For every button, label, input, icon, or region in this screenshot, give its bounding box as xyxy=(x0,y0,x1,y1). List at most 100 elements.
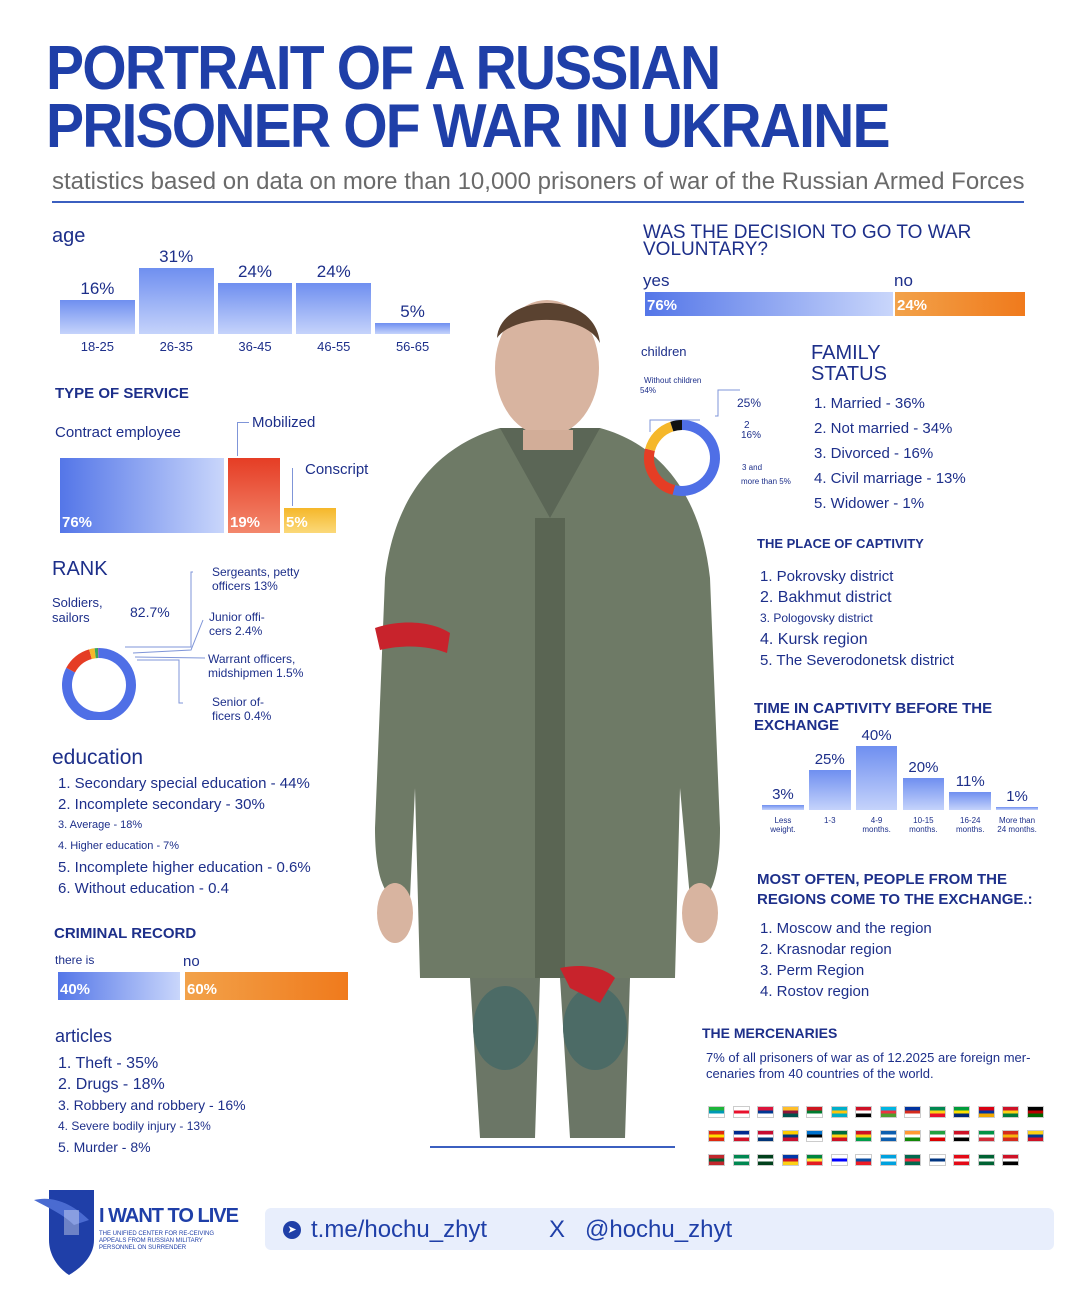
contract-label: Contract employee xyxy=(55,424,181,441)
flag-icon xyxy=(830,1154,848,1166)
captivity-place-item: 2. Bakhmut district xyxy=(760,589,892,606)
education-item: 4. Higher education - 7% xyxy=(58,840,180,852)
article-item: 3. Robbery and robbery - 16% xyxy=(58,1097,246,1113)
x-handle-link[interactable]: @hochu_zhyt xyxy=(585,1216,733,1243)
flag-icon xyxy=(953,1154,970,1166)
education-item: 2. Incomplete secondary - 30% xyxy=(58,796,265,813)
captivity-time-title: TIME IN CAPTIVITY BEFORE THE EXCHANGE xyxy=(754,700,993,734)
mercenaries-title: THE MERCENARIES xyxy=(702,1025,838,1041)
bar-5 xyxy=(996,807,1038,810)
bar-4 xyxy=(949,792,992,810)
logo-shield-icon xyxy=(34,1190,94,1275)
rank-donut xyxy=(62,648,136,720)
telegram-icon: ➤ xyxy=(283,1221,301,1239)
voluntary-no-pct: 24% xyxy=(897,297,928,314)
flag-icon xyxy=(953,1106,970,1118)
flag-icon xyxy=(953,1130,970,1142)
education-item: 6. Without education - 0.4 xyxy=(58,880,229,897)
bar-category-label: 26-35 xyxy=(159,339,193,354)
education-list: 1. Secondary special education - 44% 2. … xyxy=(58,773,311,899)
contacts-bar xyxy=(265,1208,1054,1250)
bar-value-label: 16% xyxy=(80,278,115,298)
conscript-label: Conscript xyxy=(305,461,369,478)
conscript-pct: 5% xyxy=(286,514,308,531)
photo-baseline xyxy=(430,1146,675,1148)
flag-icon xyxy=(928,1154,946,1166)
donut-slice-2 xyxy=(645,421,674,452)
junior-label: Junior offi-cers 2.4% xyxy=(209,610,265,638)
bar-value-label: 5% xyxy=(400,302,425,322)
mobilized-leader xyxy=(237,422,249,423)
donut-slice-1 xyxy=(66,649,93,673)
rank-title: RANK xyxy=(52,558,108,580)
children-donut xyxy=(644,420,720,496)
flag-icon xyxy=(757,1130,774,1142)
exchange-title-line-2: REGIONS COME TO THE EXCHANGE.: xyxy=(757,891,1033,908)
bar-1 xyxy=(808,770,851,810)
captivity-place-item: 4. Kursk region xyxy=(760,631,868,648)
junior-leader xyxy=(132,619,204,654)
bar-category-label: More than 24 months. xyxy=(997,816,1037,834)
contract-pct: 76% xyxy=(62,514,93,531)
children-donut-area xyxy=(644,389,740,496)
children-leader-1 xyxy=(715,389,740,417)
bar-category-label: 4-9 months. xyxy=(862,816,891,834)
voluntary-title-line-2: VOLUNTARY? xyxy=(643,239,768,260)
telegram-link[interactable]: t.me/hochu_zhyt xyxy=(311,1216,488,1243)
flag-icon xyxy=(781,1154,799,1166)
captivity-place-item: 5. The Severodonetsk district xyxy=(760,652,954,669)
donut-slice-0 xyxy=(62,648,136,720)
education-item: 5. Incomplete higher education - 0.6% xyxy=(58,859,311,876)
header-divider xyxy=(52,201,1024,203)
captivity-place-item: 1. Pokrovsky district xyxy=(760,568,894,585)
left-hand-icon xyxy=(377,883,413,943)
criminal-no-bar: 60% xyxy=(185,972,348,1000)
flag-icon xyxy=(830,1106,848,1118)
flag-icon xyxy=(757,1106,774,1118)
flag-icon xyxy=(732,1106,750,1118)
bar-0 xyxy=(60,299,135,334)
flag-icon xyxy=(855,1106,872,1118)
flag-icon xyxy=(928,1106,946,1118)
flag-icon xyxy=(904,1154,921,1166)
soldiers-pct: 82.7% xyxy=(130,604,170,620)
criminal-no-label: no xyxy=(183,953,200,970)
flag-icon xyxy=(708,1130,725,1142)
children-leader-0 xyxy=(649,419,700,432)
captivity-place-title: THE PLACE OF CAPTIVITY xyxy=(757,536,924,551)
mobilized-bar: 19% xyxy=(228,458,280,533)
bar-3 xyxy=(296,282,372,334)
flag-icon xyxy=(879,1154,897,1166)
captivity-place-list: 1. Pokrovsky district 2. Bakhmut distric… xyxy=(760,566,954,671)
criminal-title: CRIMINAL RECORD xyxy=(54,925,197,942)
article-item: 2. Drugs - 18% xyxy=(58,1076,165,1093)
bar-value-label: 3% xyxy=(772,786,794,804)
family-title-line-2: STATUS xyxy=(811,363,887,385)
senior-leader xyxy=(137,659,183,704)
flag-icon xyxy=(1026,1106,1044,1118)
family-item: 3. Divorced - 16% xyxy=(814,445,934,462)
bar-0 xyxy=(762,805,804,810)
flag-icon xyxy=(708,1154,725,1166)
right-kneepad-icon xyxy=(563,986,627,1070)
bar-value-label: 1% xyxy=(1006,788,1028,805)
family-item: 2. Not married - 34% xyxy=(814,420,953,437)
warrant-label: Warrant officers, midshipmen 1.5% xyxy=(208,652,304,680)
face-icon xyxy=(495,300,599,436)
bar-category-label: 18-25 xyxy=(80,339,115,354)
flag-icon xyxy=(904,1106,921,1118)
mobilized-pct: 19% xyxy=(230,514,261,531)
exchange-item: 1. Moscow and the region xyxy=(760,920,932,937)
flag-icon xyxy=(757,1154,774,1166)
criminal-no-pct: 60% xyxy=(187,981,218,998)
flag-icon xyxy=(732,1130,750,1142)
children-three-label: 3 and xyxy=(742,463,763,472)
donut-slice-0 xyxy=(672,420,720,496)
flag-icon xyxy=(879,1130,897,1142)
exchange-title: MOST OFTEN, PEOPLE FROM THE REGIONS COME… xyxy=(757,870,1033,910)
bar-value-label: 24% xyxy=(237,261,272,281)
education-item: 3. Average - 18% xyxy=(58,819,143,831)
bar-4 xyxy=(375,323,450,334)
title-line-2: PRISONER OF WAR IN UKRAINE xyxy=(46,92,891,161)
voluntary-no-bar: 24% xyxy=(895,292,1025,316)
